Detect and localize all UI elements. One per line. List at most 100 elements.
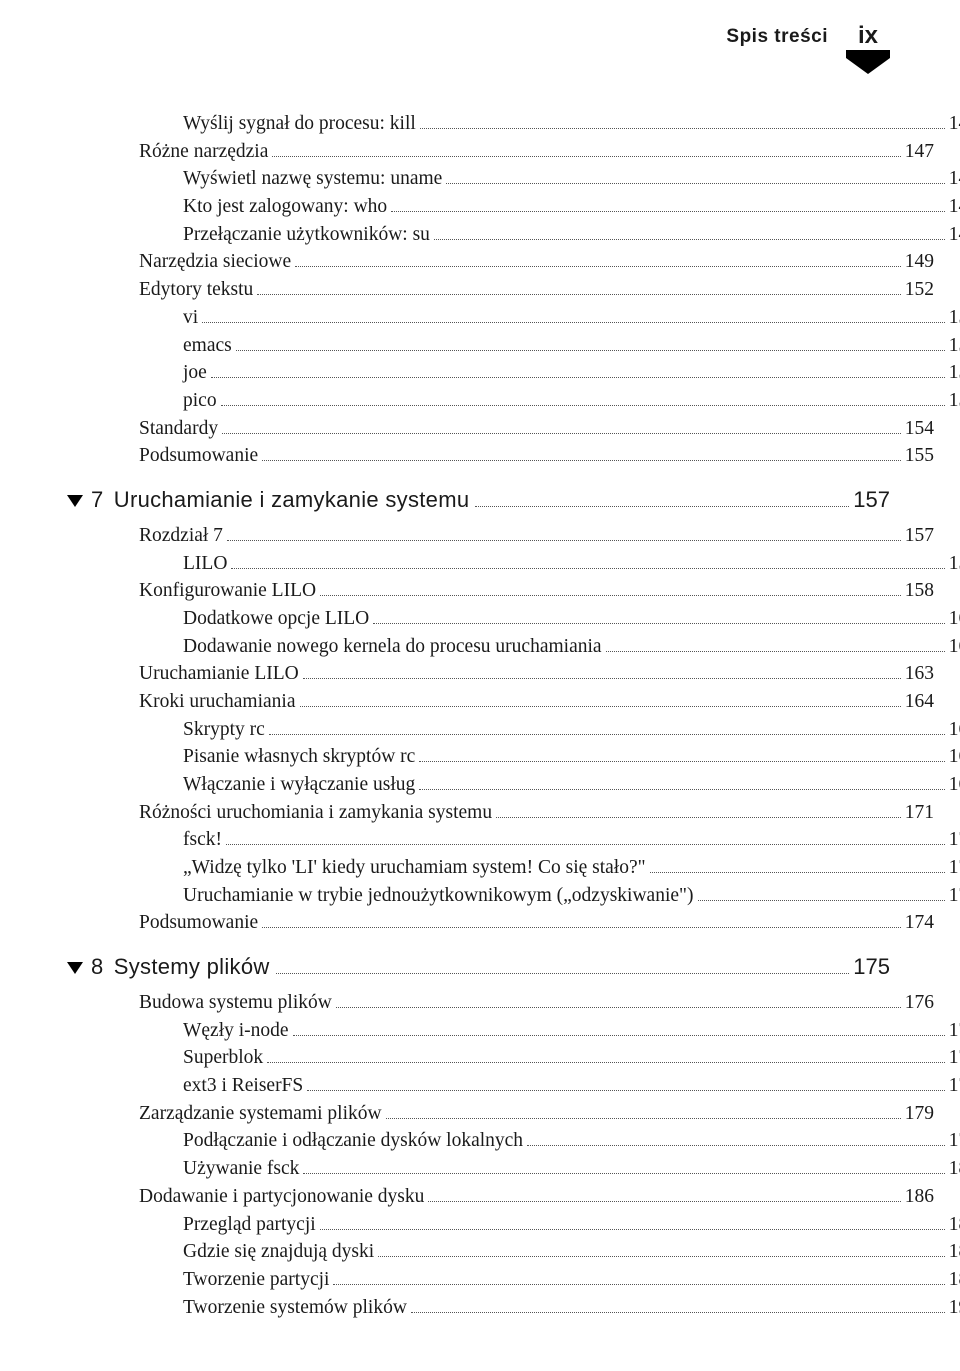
toc-row: Podłączanie i odłączanie dysków lokalnyc… [95,1127,960,1155]
toc-label: Wyświetl nazwę systemu: uname [183,165,442,193]
toc-leader-dots [262,926,901,928]
toc-label: Pisanie własnych skryptów rc [183,743,415,771]
toc-row: vi153 [95,304,960,332]
toc-leader-dots [420,127,945,129]
toc-page: 160 [949,605,960,633]
toc-page: 169 [949,771,960,799]
toc-row: Włączanie i wyłączanie usług 169 [95,771,960,799]
toc-leader-dots [272,155,900,157]
toc-row: LILO 157 [95,550,960,578]
chapter-number: 8 [91,951,104,983]
triangle-down-icon [67,495,83,509]
toc-label: Podsumowanie [139,442,258,470]
toc-leader-dots [226,843,945,845]
toc-leader-dots [202,321,945,323]
toc-row: Wyślij sygnał do procesu: kill146 [95,110,960,138]
toc-row: emacs153 [95,332,960,360]
chapter-title: Uruchamianie i zamykanie systemu [114,484,470,516]
toc-label: Tworzenie systemów plików [183,1294,407,1322]
toc-leader-dots [303,677,901,679]
toc-leader-dots [257,293,900,295]
toc-row: Dodawanie nowego kernela do procesu uruc… [95,633,960,661]
toc-leader-dots [300,705,901,707]
toc-row: Tworzenie partycji188 [95,1266,960,1294]
toc-row: Uruchamianie LILO163 [95,660,934,688]
toc-label: Kto jest zalogowany: who [183,193,387,221]
toc-page: 154 [949,387,960,415]
toc-leader-dots [222,432,901,434]
toc-row: Standardy154 [95,415,934,443]
toc-row: Konfigurowanie LILO158 [95,577,934,605]
toc-page: 179 [949,1127,960,1155]
toc-label: Dodawanie i partycjonowanie dysku [139,1183,424,1211]
toc-chapter: 8 Systemy plików 175 Budowa systemu plików1… [67,951,890,1321]
toc-row: Skrypty rc166 [95,716,960,744]
toc-page: 152 [905,276,934,304]
toc-row: Zarządzanie systemami plików179 [95,1100,934,1128]
toc-leader-dots [267,1061,945,1063]
chapter-body: Budowa systemu plików176Węzły i-node176S… [95,989,890,1321]
toc-page: 167 [949,743,960,771]
toc-label: Włączanie i wyłączanie usług [183,771,415,799]
toc-row: Kto jest zalogowany: who 148 [95,193,960,221]
toc-leader-dots [211,376,945,378]
toc-page: 171 [949,826,960,854]
toc-leader-dots [336,1006,901,1008]
toc-page: 149 [949,221,960,249]
toc-page: 157 [949,550,960,578]
toc-leader-dots [446,182,944,184]
table-of-contents: Wyślij sygnał do procesu: kill146Różne n… [95,110,890,1321]
toc-row: Przełączanie użytkowników: su149 [95,221,960,249]
toc-leader-dots [698,899,945,901]
toc-page: 154 [905,415,934,443]
toc-page: 149 [905,248,934,276]
toc-page: 174 [905,909,934,937]
toc-page: 164 [905,688,934,716]
toc-label: LILO [183,550,227,578]
toc-label: Narzędzia sieciowe [139,248,291,276]
toc-leader-dots [231,567,944,569]
toc-label: Podsumowanie [139,909,258,937]
toc-page: 195 [949,1294,960,1322]
triangle-down-icon [67,962,83,976]
toc-label: Używanie fsck [183,1155,299,1183]
toc-chapter: 7Uruchamianie i zamykanie systemu157Rozd… [67,484,890,937]
toc-row: Wyświetl nazwę systemu: uname147 [95,165,960,193]
toc-label: Różne narzędzia [139,138,268,166]
toc-label: Skrypty rc [183,716,265,744]
toc-label: vi [183,304,198,332]
toc-page: 148 [949,193,960,221]
toc-label: Tworzenie partycji [183,1266,329,1294]
toc-page: 187 [949,1238,960,1266]
toc-page: 146 [949,110,960,138]
toc-row: Budowa systemu plików176 [95,989,934,1017]
toc-row: „Widzę tylko 'LI' kiedy uruchamiam syste… [95,854,960,882]
toc-page: 157 [905,522,934,550]
toc-label: Gdzie się znajdują dyski [183,1238,374,1266]
toc-page: 153 [949,332,960,360]
chapter-body: Rozdział 7157LILO157Konfigurowanie LILO1… [95,522,890,937]
toc-row: pico154 [95,387,960,415]
toc-row: Używanie fsck184 [95,1155,960,1183]
toc-row: Węzły i-node176 [95,1017,960,1045]
toc-row: fsck! 171 [95,826,960,854]
toc-row: Przegląd partycji187 [95,1211,960,1239]
toc-page: 177 [949,1044,960,1072]
chapter-title: Systemy plików [114,951,270,983]
toc-page: 172 [949,882,960,910]
toc-leader-dots [227,539,901,541]
toc-label: fsck! [183,826,222,854]
toc-label: Budowa systemu plików [139,989,332,1017]
toc-label: Dodawanie nowego kernela do procesu uruc… [183,633,602,661]
chapter-page: 175 [853,951,890,983]
toc-row: Superblok177 [95,1044,960,1072]
header-title: Spis treści [726,24,828,48]
toc-leader-dots [276,972,850,974]
toc-label: ext3 i ReiserFS [183,1072,303,1100]
toc-row: Edytory tekstu152 [95,276,934,304]
toc-label: Uruchamianie LILO [139,660,299,688]
toc-leader-dots [262,459,901,461]
toc-leader-dots [475,505,849,507]
toc-row: ext3 i ReiserFS178 [95,1072,960,1100]
toc-leader-dots [650,871,945,873]
